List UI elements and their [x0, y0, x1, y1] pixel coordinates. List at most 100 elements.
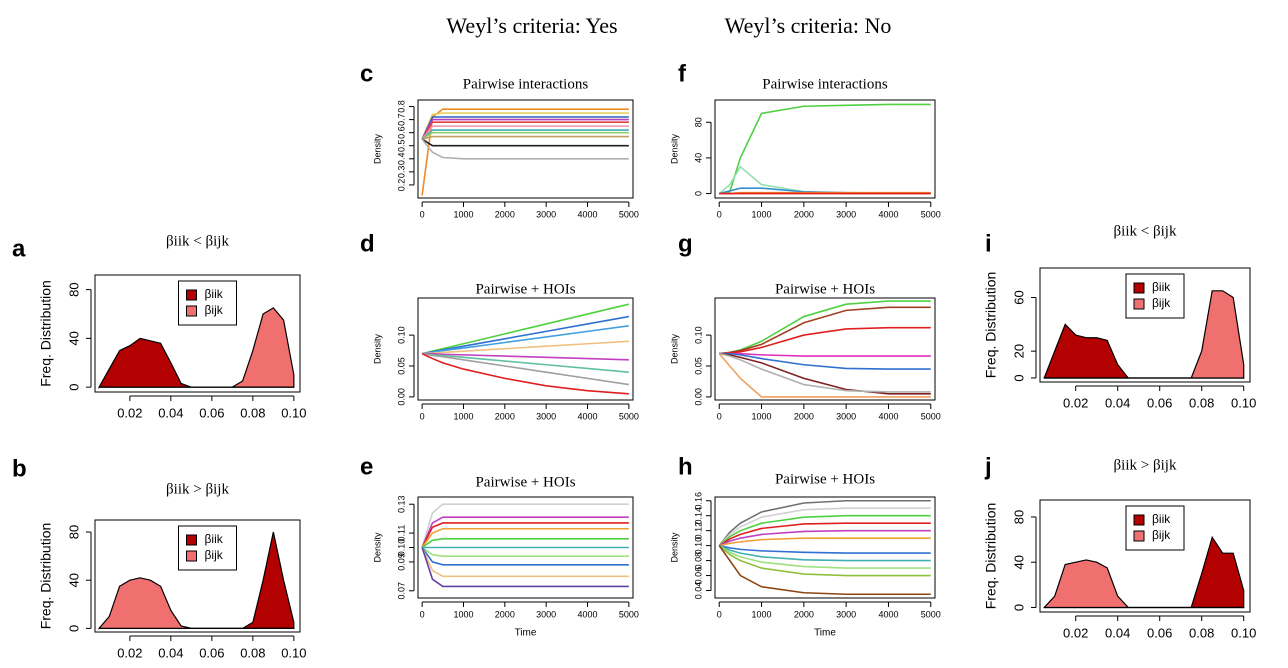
density-area: [98, 577, 295, 631]
x-tick-label: 3000: [536, 609, 556, 619]
plot-frame: [417, 297, 634, 401]
panel-letter: d: [360, 230, 375, 257]
y-tick-label: 0.00: [693, 388, 703, 406]
series-line: [421, 352, 629, 386]
plot-frame: [417, 99, 634, 199]
legend-swatch: [1133, 298, 1145, 310]
series-line: [719, 306, 931, 355]
chart-title: Pairwise + HOIs: [475, 281, 575, 297]
plot-frame: [714, 297, 936, 401]
x-tick-label: 4000: [578, 411, 598, 421]
x-tick-label: 0.06: [1147, 395, 1172, 410]
legend-box: [178, 525, 237, 571]
series-line: [421, 121, 629, 140]
series-line: [719, 352, 931, 357]
panel-letter: b: [12, 455, 27, 482]
series-line: [719, 544, 931, 554]
chart-title: Pairwise interactions: [463, 76, 589, 92]
series-line: [421, 116, 629, 140]
x-tick-label: 3000: [536, 411, 556, 421]
series-line: [719, 537, 931, 547]
x-tick-label: 0.06: [1147, 625, 1172, 640]
plot-frame: [94, 274, 301, 393]
x-tick-label: 4000: [578, 609, 598, 619]
y-axis-label: Density: [372, 532, 382, 563]
series-line: [421, 303, 630, 355]
series-line: [421, 503, 629, 548]
x-tick-label: 0.02: [117, 645, 142, 660]
series-line: [421, 352, 629, 395]
y-axis-label: Density: [669, 133, 679, 164]
series-line: [421, 516, 629, 548]
series-line: [422, 325, 629, 355]
series-line: [718, 545, 931, 577]
y-tick-label: 0.10: [396, 539, 406, 557]
y-tick-label: 0.8: [396, 100, 406, 113]
y-tick-label: 0.08: [693, 552, 703, 570]
y-tick-label: 0.10: [396, 326, 406, 344]
plot-frame: [1039, 499, 1251, 613]
series-line: [719, 326, 931, 355]
chart-title: βiik < βijk: [1114, 223, 1177, 239]
x-tick-label: 3000: [836, 609, 856, 619]
x-tick-label: 0: [717, 209, 722, 219]
plot-frame: [1039, 267, 1251, 383]
x-tick-label: 3000: [536, 209, 556, 219]
y-tick-label: 80: [66, 525, 81, 539]
x-tick-label: 0.04: [158, 645, 183, 660]
panel-letter: f: [678, 60, 687, 87]
column-header: Weyl’s criteria: Yes: [446, 13, 617, 38]
x-tick-label: 0: [420, 209, 425, 219]
x-tick-label: 0: [420, 411, 425, 421]
x-tick-label: 1000: [752, 209, 772, 219]
y-tick-label: 0: [1011, 374, 1026, 381]
legend-box: [1125, 273, 1185, 319]
plot-frame: [94, 519, 301, 633]
series-line: [718, 544, 931, 562]
plot-frame: [714, 496, 936, 599]
x-tick-label: 5000: [619, 209, 639, 219]
y-tick-label: 0.06: [693, 567, 703, 585]
x-tick-label: 3000: [836, 209, 856, 219]
x-tick-label: 2000: [495, 411, 515, 421]
x-tick-label: 0: [717, 609, 722, 619]
y-tick-label: 40: [66, 573, 81, 587]
x-tick-label: 0.04: [1105, 395, 1130, 410]
series-line: [421, 547, 629, 578]
legend-swatch: [186, 534, 197, 546]
chart-title: Pairwise + HOIs: [775, 471, 875, 487]
x-tick-label: 0.04: [158, 405, 183, 420]
series-line: [718, 545, 931, 596]
y-axis-label: Freq. Distribution: [983, 272, 999, 379]
chart-title: Pairwise + HOIs: [475, 474, 575, 490]
series-line: [421, 131, 629, 140]
legend-swatch: [1133, 282, 1145, 294]
y-tick-label: 40: [693, 153, 703, 163]
y-axis-label: Freq. Distribution: [38, 280, 54, 387]
series-line: [422, 352, 629, 361]
legend-box: [1125, 505, 1185, 551]
x-tick-label: 0.04: [1105, 625, 1130, 640]
y-tick-label: 0.12: [693, 522, 703, 540]
x-tick-label: 2000: [794, 411, 814, 421]
chart-title: Pairwise interactions: [762, 76, 888, 92]
x-tick-label: 0.08: [240, 645, 265, 660]
y-tick-label: 0.5: [396, 139, 406, 152]
column-header: Weyl’s criteria: No: [725, 13, 892, 38]
x-tick-label: 0.02: [1063, 395, 1088, 410]
y-tick-label: 0.10: [693, 537, 703, 555]
x-tick-label: 0.06: [199, 405, 224, 420]
series-line: [719, 352, 931, 395]
series-line: [718, 544, 931, 569]
x-tick-label: 2000: [794, 609, 814, 619]
x-axis-label: Time: [515, 628, 537, 639]
x-tick-label: 4000: [578, 209, 598, 219]
x-tick-label: 3000: [836, 411, 856, 421]
series-line: [421, 125, 629, 140]
legend-label: βiik: [1152, 280, 1171, 294]
series-line: [421, 112, 629, 140]
x-tick-label: 2000: [794, 209, 814, 219]
legend-swatch: [1133, 514, 1145, 526]
y-tick-label: 0.6: [396, 126, 406, 139]
